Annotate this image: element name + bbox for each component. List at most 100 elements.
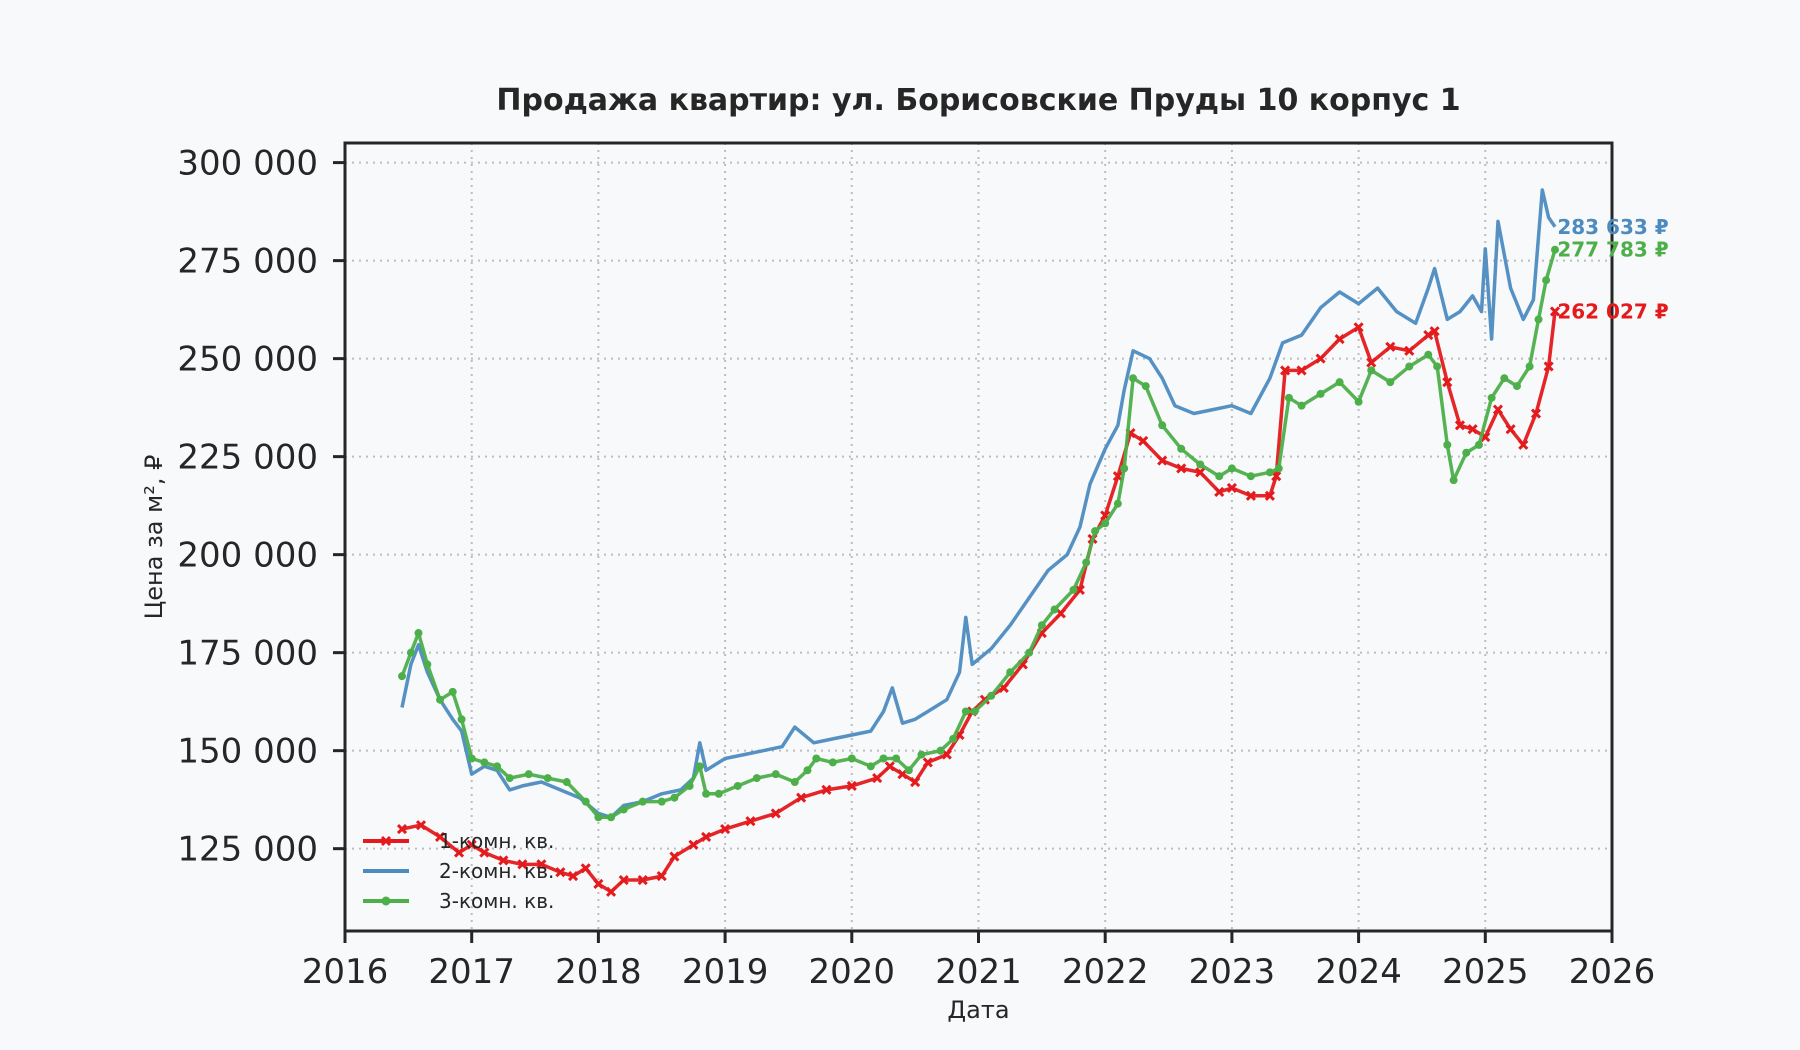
series-3-point [847, 754, 856, 763]
x-tick-label: 2018 [555, 952, 642, 992]
series-3-point [904, 766, 913, 775]
series-1-point [479, 847, 490, 858]
series-2-line [400, 188, 1557, 820]
series-1-point [1157, 455, 1168, 466]
series-1-point [1467, 424, 1478, 435]
series-3-point [917, 750, 926, 759]
series-3-point [1335, 378, 1344, 387]
legend-marker-1 [380, 835, 392, 847]
series-1-point [1214, 486, 1225, 497]
series-1-point [1549, 306, 1561, 317]
legend-label-3: 3-комн. кв. [439, 889, 554, 913]
x-tick-label: 2021 [935, 952, 1022, 992]
series-1-point [1353, 322, 1364, 333]
series-3-line [400, 249, 1557, 820]
series-3-point [581, 797, 590, 806]
series-3-point [1227, 464, 1236, 473]
series-3-point [828, 758, 837, 767]
series-3-point [1449, 476, 1458, 485]
series-1-point [618, 874, 629, 886]
y-axis-label: Цена за м², ₽ [140, 455, 168, 620]
series-1-point [517, 859, 528, 870]
series-1-point [434, 831, 446, 842]
series-3-point [607, 813, 616, 822]
series-1-point [396, 824, 408, 835]
series-3-point [1196, 460, 1205, 469]
y-tick-label: 175 000 [177, 634, 318, 674]
series-3-point [1424, 350, 1433, 359]
series-3-point [1082, 558, 1091, 567]
series-3-point [1367, 366, 1376, 375]
series-3-point [638, 797, 647, 806]
series-1-point [669, 851, 680, 862]
series-3-point [670, 793, 679, 802]
series-1-end-label: 262 027 ₽ [1557, 299, 1668, 323]
series-3-point [1462, 448, 1471, 457]
series-3-point [1158, 421, 1167, 430]
series-3-point [619, 805, 628, 814]
series-3-point [562, 778, 571, 787]
series-3-point [457, 715, 466, 724]
series-3-point [1500, 374, 1509, 383]
series-1-point [1315, 353, 1326, 364]
series-3-point [1405, 362, 1414, 371]
series-1-point [922, 757, 933, 768]
series-1-point [567, 871, 579, 882]
series-1-point [1280, 365, 1291, 376]
series-1-point [1423, 330, 1434, 341]
series-3-point [423, 660, 432, 669]
series-3-point [1354, 397, 1363, 406]
series-2-group [400, 188, 1557, 820]
series-3-point [1525, 362, 1534, 371]
series-3-point [1443, 440, 1452, 449]
series-3-point [1025, 648, 1034, 657]
series-1-point [1404, 345, 1415, 356]
series-3-point [936, 746, 945, 755]
series-1-point [498, 855, 509, 866]
series-3-point [505, 774, 514, 783]
series-1-point [1543, 361, 1554, 372]
x-tick-label: 2024 [1315, 952, 1402, 992]
series-1-point [846, 780, 857, 792]
series-1-point [701, 831, 712, 842]
series-1-point [1112, 471, 1123, 482]
series-1-point [1176, 463, 1187, 474]
series-1-point [1366, 357, 1377, 368]
series-3-point [524, 770, 533, 779]
series-1-point [1074, 584, 1085, 595]
series-3-point [771, 770, 780, 779]
series-1-point [453, 847, 465, 858]
y-tick-label: 150 000 [177, 732, 318, 772]
x-tick-label: 2016 [302, 952, 389, 992]
series-1-point [1264, 490, 1275, 501]
series-1-point [1296, 365, 1307, 376]
series-3-point [398, 672, 407, 681]
series-3-end-label: 277 783 ₽ [1557, 238, 1668, 262]
series-3-point [1316, 389, 1325, 398]
series-1-point [910, 776, 921, 788]
series-3-point [1550, 245, 1559, 254]
series-3-point [1129, 374, 1138, 383]
series-2-end-label: 283 633 ₽ [1557, 215, 1668, 239]
y-tick-label: 250 000 [177, 340, 318, 380]
series-3-point [1474, 440, 1483, 449]
series-3-point [812, 754, 821, 763]
x-axis-label: Дата [947, 996, 1009, 1024]
x-tick-label: 2017 [428, 952, 515, 992]
x-tick-label: 2026 [1569, 952, 1656, 992]
series-3-point [1113, 499, 1122, 508]
series-3-point [1274, 464, 1283, 473]
x-tick-label: 2025 [1442, 952, 1529, 992]
series-1-point [1530, 408, 1542, 419]
series-3-group [398, 245, 1559, 822]
series-1-point [821, 784, 832, 795]
series-3-point [657, 797, 666, 806]
series-3-point [714, 789, 723, 798]
series-1-point [770, 808, 781, 819]
series-1-point [1492, 404, 1504, 415]
series-layer [396, 188, 1561, 897]
series-1-point [1442, 377, 1453, 388]
series-3-point [1246, 472, 1255, 481]
